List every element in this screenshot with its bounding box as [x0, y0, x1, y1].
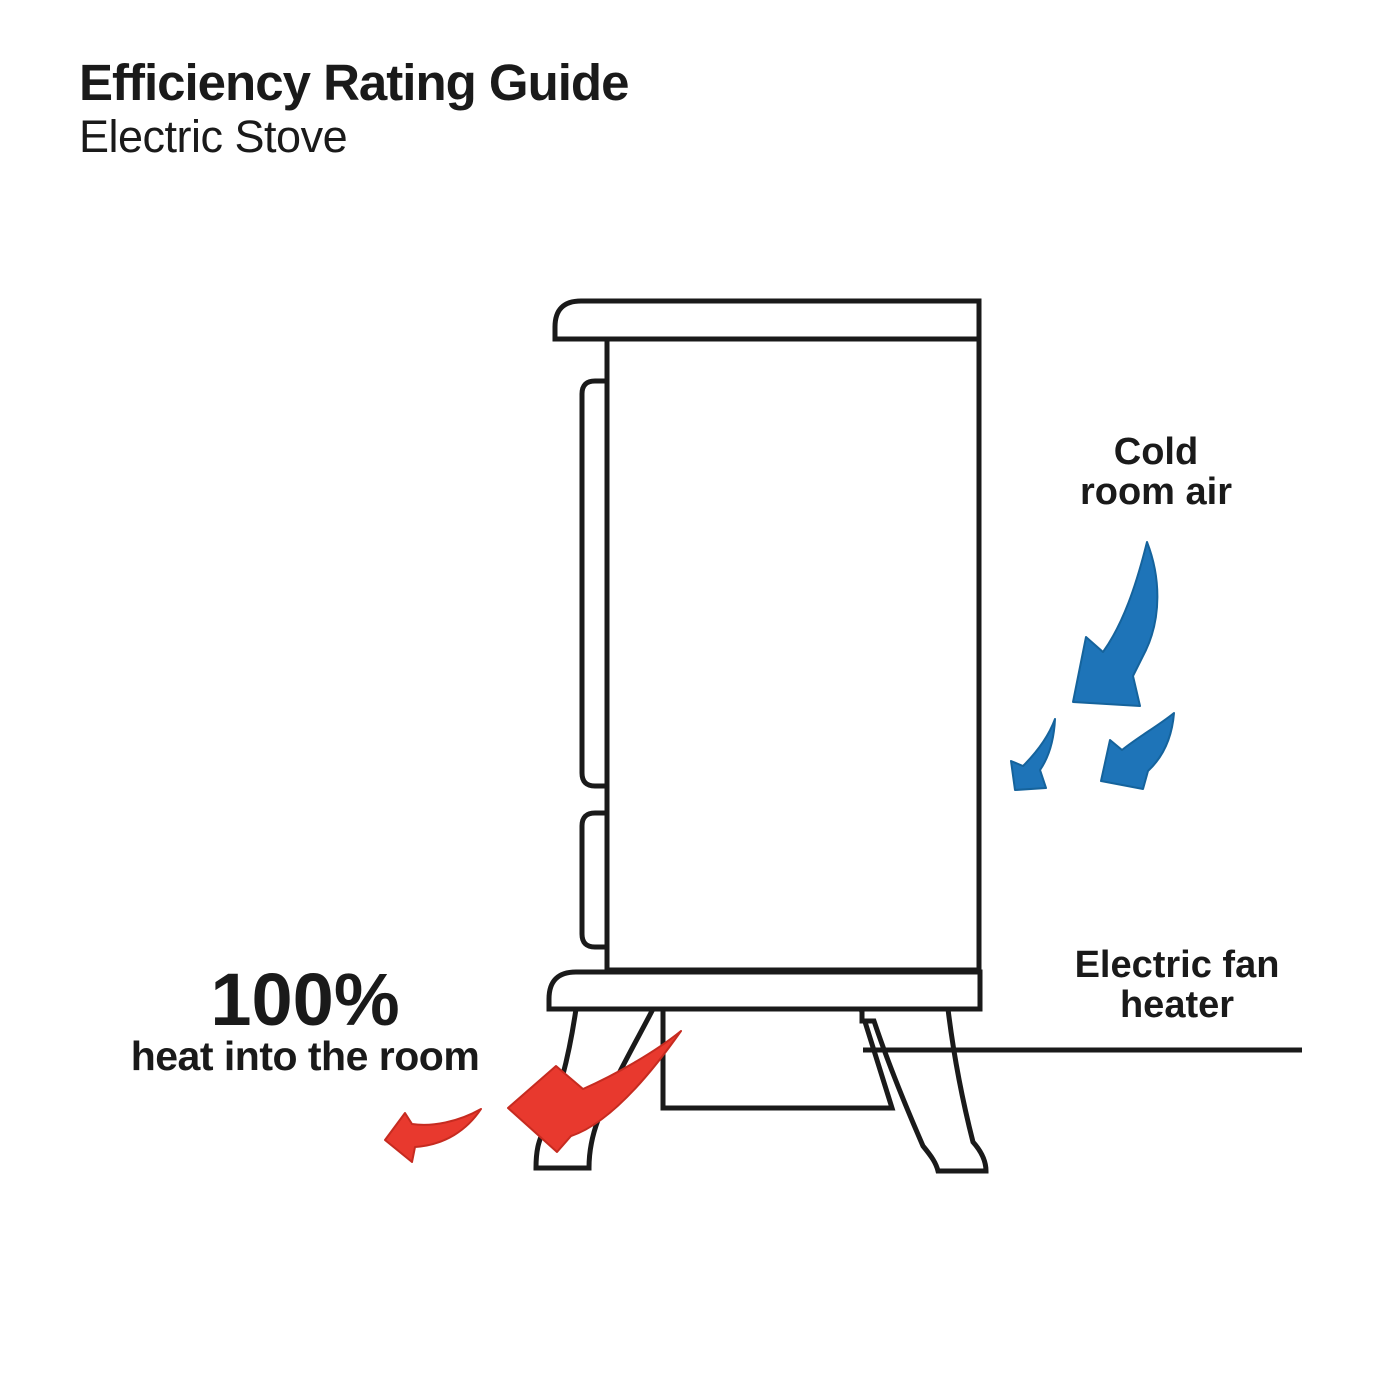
- cold-room-air-line1: Cold: [1113, 431, 1199, 473]
- page-title: Efficiency Rating Guide: [79, 54, 629, 111]
- heat-arrow-large-icon: [507, 1030, 682, 1153]
- heat-arrow-small-icon: [384, 1108, 482, 1163]
- heat-output-arrows: [384, 1030, 682, 1163]
- cold-air-arrow-large-icon: [1072, 541, 1159, 707]
- efficiency-caption: heat into the room: [130, 1033, 480, 1079]
- stove-body: [604, 335, 982, 973]
- fan-heater-housing: [660, 1006, 896, 1111]
- cold-air-arrows: [1010, 541, 1175, 791]
- electric-fan-heater-line1: Electric fan: [1074, 944, 1280, 986]
- cold-room-air-line2: room air: [1079, 471, 1233, 513]
- efficiency-label: 100% heat into the room: [105, 958, 505, 1079]
- cold-air-arrow-small-right-icon: [1100, 712, 1175, 790]
- electric-fan-heater-label: Electric fan heater: [997, 945, 1357, 1025]
- cold-room-air-label: Cold room air: [976, 432, 1336, 512]
- stove-base-plate: [546, 969, 983, 1012]
- stove-door-hinge-lower: [579, 810, 610, 950]
- efficiency-value: 100%: [210, 958, 400, 1041]
- electric-fan-heater-line2: heater: [1119, 984, 1235, 1026]
- stove-top-plate: [552, 298, 982, 342]
- stove-door-hinge-upper: [579, 378, 610, 789]
- page-subtitle: Electric Stove: [79, 111, 348, 163]
- header: Efficiency Rating Guide Electric Stove: [79, 54, 629, 163]
- cold-air-arrow-small-left-icon: [1010, 718, 1056, 791]
- electric-stove-drawing: [533, 298, 1302, 1174]
